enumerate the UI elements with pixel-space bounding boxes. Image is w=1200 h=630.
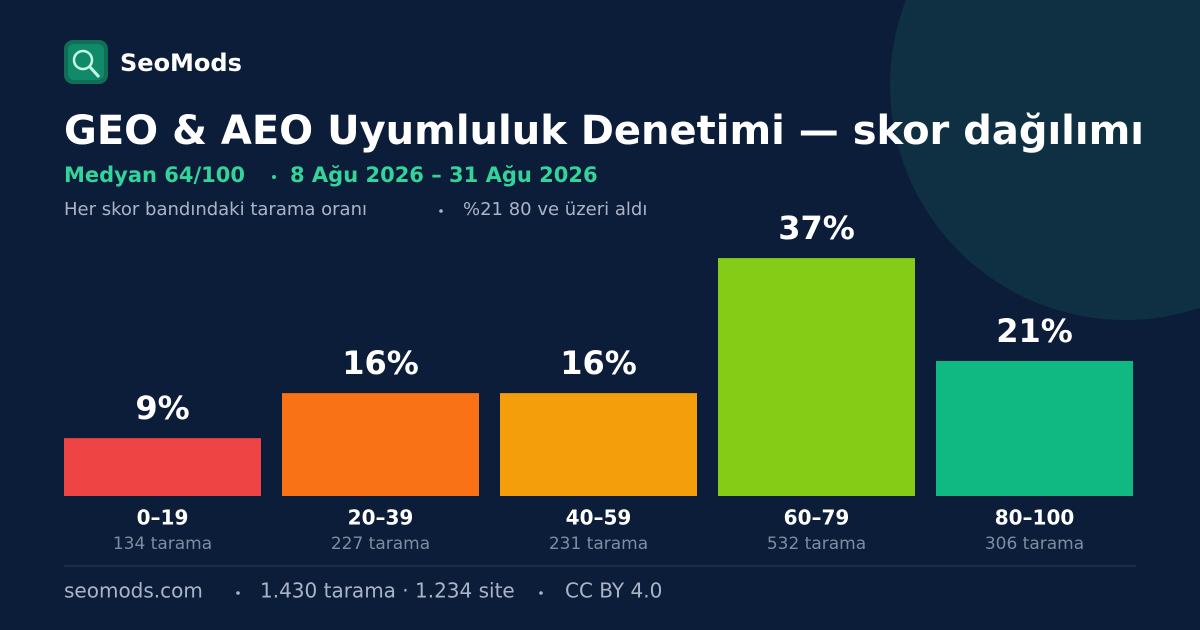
footer-text: seomods.com: [64, 579, 203, 603]
count-label: 227 tarama: [331, 534, 430, 554]
separator: [539, 591, 543, 595]
footer-text: CC BY 4.0: [565, 579, 662, 603]
bar: [718, 258, 915, 496]
value-label: 9%: [135, 389, 189, 427]
brand: SeoMods: [120, 49, 242, 77]
value-label: 16%: [560, 344, 637, 382]
subtitle: 8 Ağu 2026 – 31 Ağu 2026: [290, 163, 598, 187]
deco-circle: [890, 0, 1200, 320]
separator: [236, 591, 240, 595]
footer-text: 1.430 tarama · 1.234 site: [260, 579, 515, 603]
separator: [272, 175, 276, 179]
note: %21 80 ve üzeri aldı: [463, 199, 647, 220]
count-label: 306 tarama: [985, 534, 1084, 554]
count-label: 532 tarama: [767, 534, 866, 554]
logo: [64, 40, 108, 84]
bar: [500, 393, 697, 496]
value-label: 37%: [778, 209, 855, 247]
category-label: 60–79: [784, 506, 850, 530]
value-label: 16%: [342, 344, 419, 382]
count-label: 231 tarama: [549, 534, 648, 554]
bar: [282, 393, 479, 496]
category-label: 40–59: [566, 506, 632, 530]
category-label: 80–100: [995, 506, 1075, 530]
chart-title: GEO & AEO Uyumluluk Denetimi — skor dağı…: [64, 108, 1144, 154]
count-label: 134 tarama: [113, 534, 212, 554]
bar: [936, 360, 1133, 496]
note: Her skor bandındaki tarama oranı: [64, 199, 367, 220]
value-label: 21%: [996, 312, 1073, 350]
subtitle: Medyan 64/100: [64, 163, 245, 187]
bar: [64, 438, 261, 496]
category-label: 20–39: [348, 506, 414, 530]
category-label: 0–19: [137, 506, 189, 530]
separator: [439, 209, 443, 213]
